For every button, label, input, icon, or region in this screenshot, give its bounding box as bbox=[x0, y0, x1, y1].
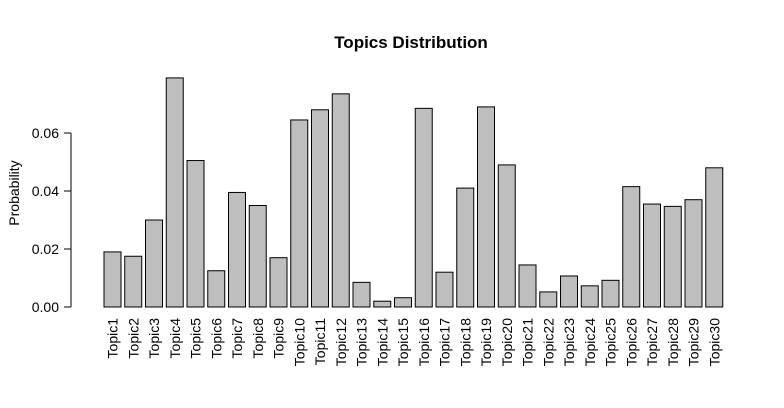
y-tick-label: 0.06 bbox=[32, 125, 59, 141]
x-tick-label: Topic17 bbox=[437, 318, 453, 366]
x-tick-label: Topic21 bbox=[520, 318, 536, 366]
x-tick-label: Topic22 bbox=[540, 318, 556, 366]
bar-topic17 bbox=[435, 271, 454, 308]
bar-topic13 bbox=[352, 281, 371, 308]
bar-topic22 bbox=[539, 291, 558, 308]
bar-topic14 bbox=[373, 300, 392, 308]
bar-topic16 bbox=[414, 107, 433, 308]
y-tick-label: 0.04 bbox=[32, 183, 59, 199]
bar-topic24 bbox=[580, 285, 599, 308]
bar-topic27 bbox=[643, 203, 661, 308]
bar-topic28 bbox=[663, 205, 682, 308]
x-tick-label: Topic24 bbox=[582, 318, 598, 366]
x-tick-label: Topic5 bbox=[188, 318, 204, 359]
y-tick-label: 0.00 bbox=[32, 299, 59, 315]
bar-topic21 bbox=[518, 264, 537, 308]
bar-topic8 bbox=[248, 205, 267, 308]
x-tick-label: Topic14 bbox=[374, 318, 390, 366]
x-tick-label: Topic12 bbox=[333, 318, 349, 366]
bar-topic26 bbox=[622, 186, 641, 308]
bar-topic5 bbox=[186, 160, 205, 308]
x-tick-label: Topic16 bbox=[416, 318, 432, 366]
x-tick-label: Topic25 bbox=[603, 318, 619, 366]
bar-topic10 bbox=[290, 119, 309, 308]
x-tick-label: Topic30 bbox=[706, 318, 722, 366]
y-tick-label: 0.02 bbox=[32, 241, 59, 257]
bars-group bbox=[103, 77, 724, 308]
x-tick-label: Topic20 bbox=[499, 318, 515, 366]
bar-topic29 bbox=[684, 199, 703, 308]
bar-topic3 bbox=[145, 219, 163, 308]
x-tick-label: Topic7 bbox=[229, 318, 245, 359]
bar-topic30 bbox=[705, 167, 724, 308]
bar-topic23 bbox=[560, 275, 578, 308]
x-tick-label: Topic26 bbox=[623, 318, 639, 366]
x-tick-label: Topic27 bbox=[644, 318, 660, 366]
bar-topic25 bbox=[601, 279, 620, 308]
bar-topic1 bbox=[103, 251, 122, 308]
chart-title: Topics Distribution bbox=[334, 33, 488, 52]
y-axis-label: Probability bbox=[6, 160, 22, 225]
x-tick-label: Topic6 bbox=[208, 318, 224, 359]
bar-topic20 bbox=[497, 164, 516, 308]
x-tick-label: Topic19 bbox=[478, 318, 494, 366]
x-tick-label: Topic28 bbox=[665, 318, 681, 366]
x-tick-label: Topic10 bbox=[291, 318, 307, 366]
x-tick-label: Topic23 bbox=[561, 318, 577, 366]
bar-topic7 bbox=[228, 191, 246, 308]
bar-topic19 bbox=[477, 106, 495, 308]
x-tick-label: Topic29 bbox=[686, 318, 702, 366]
x-tick-label: Topic9 bbox=[271, 318, 287, 359]
bar-topic12 bbox=[331, 93, 350, 308]
y-axis: 0.00 0.02 0.04 0.06 bbox=[32, 125, 72, 315]
bar-topic2 bbox=[124, 255, 143, 308]
x-tick-label: Topic13 bbox=[354, 318, 370, 366]
bar-topic9 bbox=[269, 257, 288, 308]
bar-topic15 bbox=[394, 297, 412, 308]
x-tick-labels: Topic1 Topic2 Topic3 Topic4 Topic5 Topic6 Topi… bbox=[105, 318, 723, 366]
x-tick-label: Topic8 bbox=[250, 318, 266, 359]
bar-topic18 bbox=[456, 187, 475, 308]
x-tick-label: Topic4 bbox=[167, 318, 183, 359]
bar-topic4 bbox=[165, 77, 184, 308]
bar-topic11 bbox=[311, 109, 329, 308]
x-tick-label: Topic18 bbox=[457, 318, 473, 366]
x-tick-label: Topic3 bbox=[146, 318, 162, 359]
x-tick-label: Topic11 bbox=[312, 318, 328, 365]
x-tick-label: Topic1 bbox=[105, 318, 121, 359]
x-tick-label: Topic2 bbox=[125, 318, 141, 359]
bar-topic6 bbox=[207, 270, 226, 308]
x-tick-label: Topic15 bbox=[395, 318, 411, 366]
